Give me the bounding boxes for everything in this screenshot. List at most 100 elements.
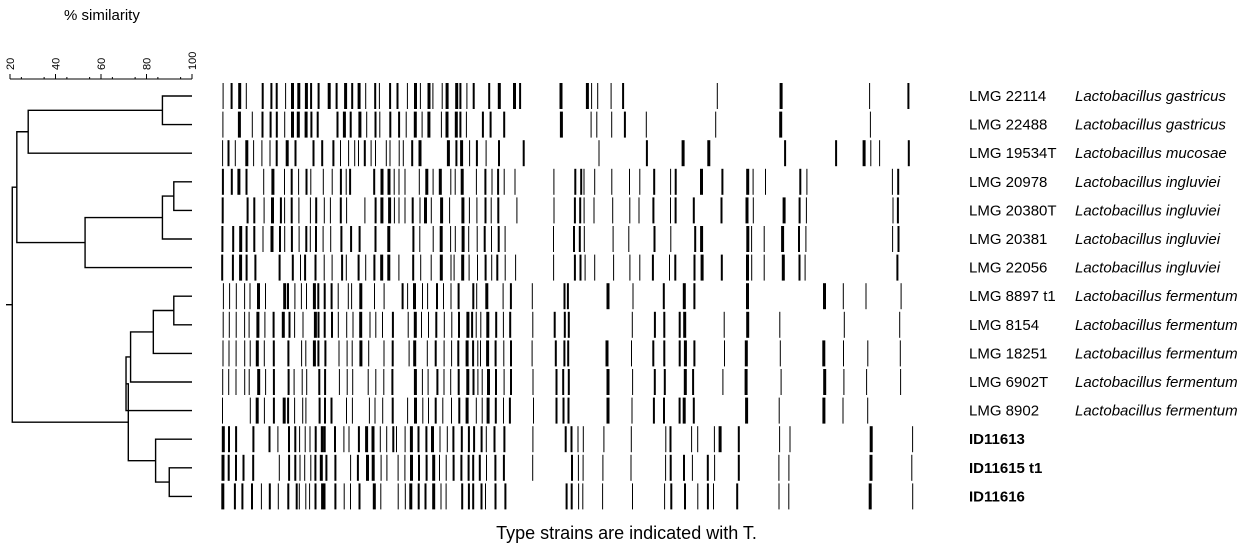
band [503,369,505,395]
species-label: Lactobacillus fermentum [1075,317,1238,334]
band [248,311,250,338]
band [304,254,307,281]
band [357,426,360,453]
band [331,254,333,281]
band [323,197,325,224]
band [582,426,584,453]
band [843,311,845,338]
band [271,197,274,224]
band [412,254,415,281]
band [380,197,384,224]
band-lane [222,311,901,338]
band [398,140,400,167]
band [424,483,427,510]
band [691,426,693,453]
band [674,197,677,224]
band [823,283,826,310]
band [281,311,285,338]
band [228,311,230,338]
band [417,426,420,453]
band [593,197,595,224]
band [352,311,354,338]
band [455,140,458,167]
band [722,369,724,395]
band [382,311,383,338]
band [241,483,244,510]
band [669,426,672,453]
band [504,483,507,510]
band [602,483,604,510]
band [411,197,414,224]
band-lane [222,140,910,167]
band [222,369,224,395]
band [221,426,225,453]
band [246,197,249,224]
band [432,483,436,510]
band [746,226,750,252]
band [788,483,790,510]
band [336,111,339,138]
band [715,111,717,138]
band [784,140,787,167]
band [477,369,479,395]
band [252,426,255,453]
band [806,168,808,195]
band [532,369,534,395]
band [305,340,307,367]
band [720,254,723,281]
band [294,426,297,453]
dendrogram-tree [6,95,192,498]
band [484,168,487,195]
band [263,397,265,424]
band [285,140,289,167]
band [322,168,324,195]
strain-label: LMG 20380T [969,202,1057,219]
band [867,340,869,367]
band [460,454,463,481]
band [380,254,384,281]
band [577,426,579,453]
band [284,168,285,195]
band [310,454,312,481]
band [631,311,633,338]
band [683,311,687,338]
band [843,340,844,367]
band [263,197,265,224]
band [891,168,893,195]
band [578,483,580,510]
band [472,83,475,109]
band [497,83,501,109]
band [862,140,866,167]
band [683,369,687,395]
band [843,369,845,395]
band [244,311,246,338]
band [471,311,474,338]
band [912,483,914,510]
band [279,197,282,224]
band [502,283,504,310]
band [432,168,434,195]
band [694,226,697,252]
band [407,311,409,338]
band [460,426,463,453]
band [598,140,600,167]
band [697,426,699,453]
band [343,483,345,510]
band [682,283,686,310]
band [386,426,388,453]
axis-tick-label: 60 [96,58,108,70]
band [319,454,323,481]
band [481,111,484,138]
band [670,483,673,510]
band [383,340,385,367]
band [418,454,420,481]
band [494,454,497,481]
band [398,197,400,224]
band [284,197,286,224]
band [623,111,626,138]
band [284,111,286,138]
band [842,283,844,310]
band [304,111,308,138]
band [365,254,367,281]
band [573,226,575,252]
